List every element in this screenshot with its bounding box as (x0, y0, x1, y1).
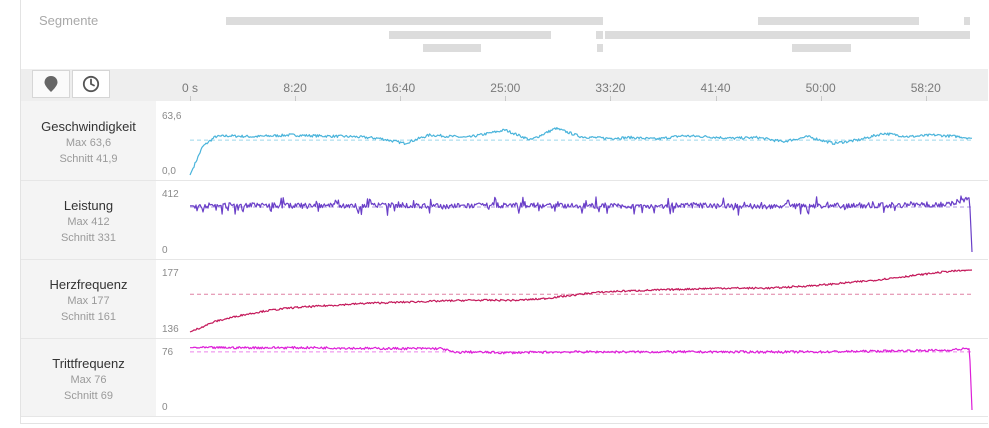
segment-bar[interactable] (423, 44, 481, 52)
lane-divider (21, 338, 988, 339)
timeline-bar (21, 69, 988, 101)
time-tick-mark (400, 96, 402, 101)
segment-bar[interactable] (597, 44, 603, 52)
metric-average: Schnitt 331 (60, 232, 117, 244)
segment-bar[interactable] (792, 44, 851, 52)
time-tick-label: 41:40 (700, 81, 731, 95)
time-tick-label: 16:40 (385, 81, 416, 95)
series-line[interactable] (189, 127, 973, 176)
time-tick-mark (820, 96, 822, 101)
segment-bar[interactable] (758, 17, 919, 25)
lane-divider (21, 416, 988, 417)
metric-average: Schnitt 161 (60, 311, 117, 323)
y-axis-max-label: 177 (162, 268, 179, 279)
metric-label-cell: Trittfrequenz Max 76 Schnitt 69 (21, 339, 156, 416)
metric-label-cell: Leistung Max 412 Schnitt 331 (21, 181, 156, 259)
time-tick-mark (190, 96, 191, 101)
y-axis-min-label: 0 (162, 402, 168, 413)
metric-average: Schnitt 69 (64, 389, 113, 402)
activity-analysis-panel (20, 0, 988, 424)
map-pin-icon (44, 76, 58, 92)
series-line[interactable] (190, 345, 973, 411)
metric-name: Leistung (63, 198, 114, 213)
segment-bar[interactable] (596, 31, 603, 39)
segment-bar[interactable] (234, 17, 603, 25)
metric-name: Trittfrequenz (52, 355, 125, 371)
lane-divider (21, 180, 988, 181)
time-tick-label: 50:00 (805, 81, 836, 95)
metric-max: Max 177 (67, 295, 110, 307)
distance-mode-button[interactable] (32, 70, 70, 98)
segment-bar[interactable] (389, 31, 551, 39)
time-tick-label: 0 s (181, 81, 199, 95)
y-axis-min-label: 136 (162, 324, 179, 335)
y-axis-max-label: 76 (162, 347, 174, 358)
metric-label-cell: Herzfrequenz Max 177 Schnitt 161 (21, 260, 156, 338)
time-tick-mark (505, 96, 507, 101)
series-line[interactable] (189, 269, 973, 333)
metric-average: Schnitt 41,9 (59, 152, 118, 165)
lane-divider (21, 259, 988, 260)
segment-bar[interactable] (226, 17, 234, 25)
time-tick-label: 25:00 (490, 81, 521, 95)
metric-max: Max 63,6 (65, 136, 112, 149)
metric-name: Herzfrequenz (49, 277, 128, 292)
y-axis-min-label: 0 (162, 245, 168, 256)
y-axis-min-label: 0,0 (162, 166, 176, 177)
y-axis-max-label: 63,6 (162, 111, 182, 122)
metric-max: Max 76 (70, 373, 107, 386)
time-tick-mark (715, 96, 717, 101)
time-tick-label: 33:20 (595, 81, 626, 95)
clock-icon (82, 75, 100, 93)
time-tick-label: 58:20 (910, 81, 941, 95)
metric-label-cell: Geschwindigkeit Max 63,6 Schnitt 41,9 (21, 101, 156, 180)
metric-max: Max 412 (67, 216, 110, 228)
series-line[interactable] (190, 195, 973, 253)
segment-bar[interactable] (964, 17, 970, 25)
time-mode-button[interactable] (72, 70, 110, 98)
time-tick-mark (295, 96, 297, 101)
y-axis-max-label: 412 (162, 189, 179, 200)
segments-label: Segmente (39, 13, 99, 28)
segment-bar[interactable] (605, 31, 970, 39)
metric-name: Geschwindigkeit (41, 118, 136, 134)
time-tick-label: 8:20 (283, 81, 307, 95)
time-tick-mark (610, 96, 612, 101)
time-tick-mark (925, 96, 927, 101)
